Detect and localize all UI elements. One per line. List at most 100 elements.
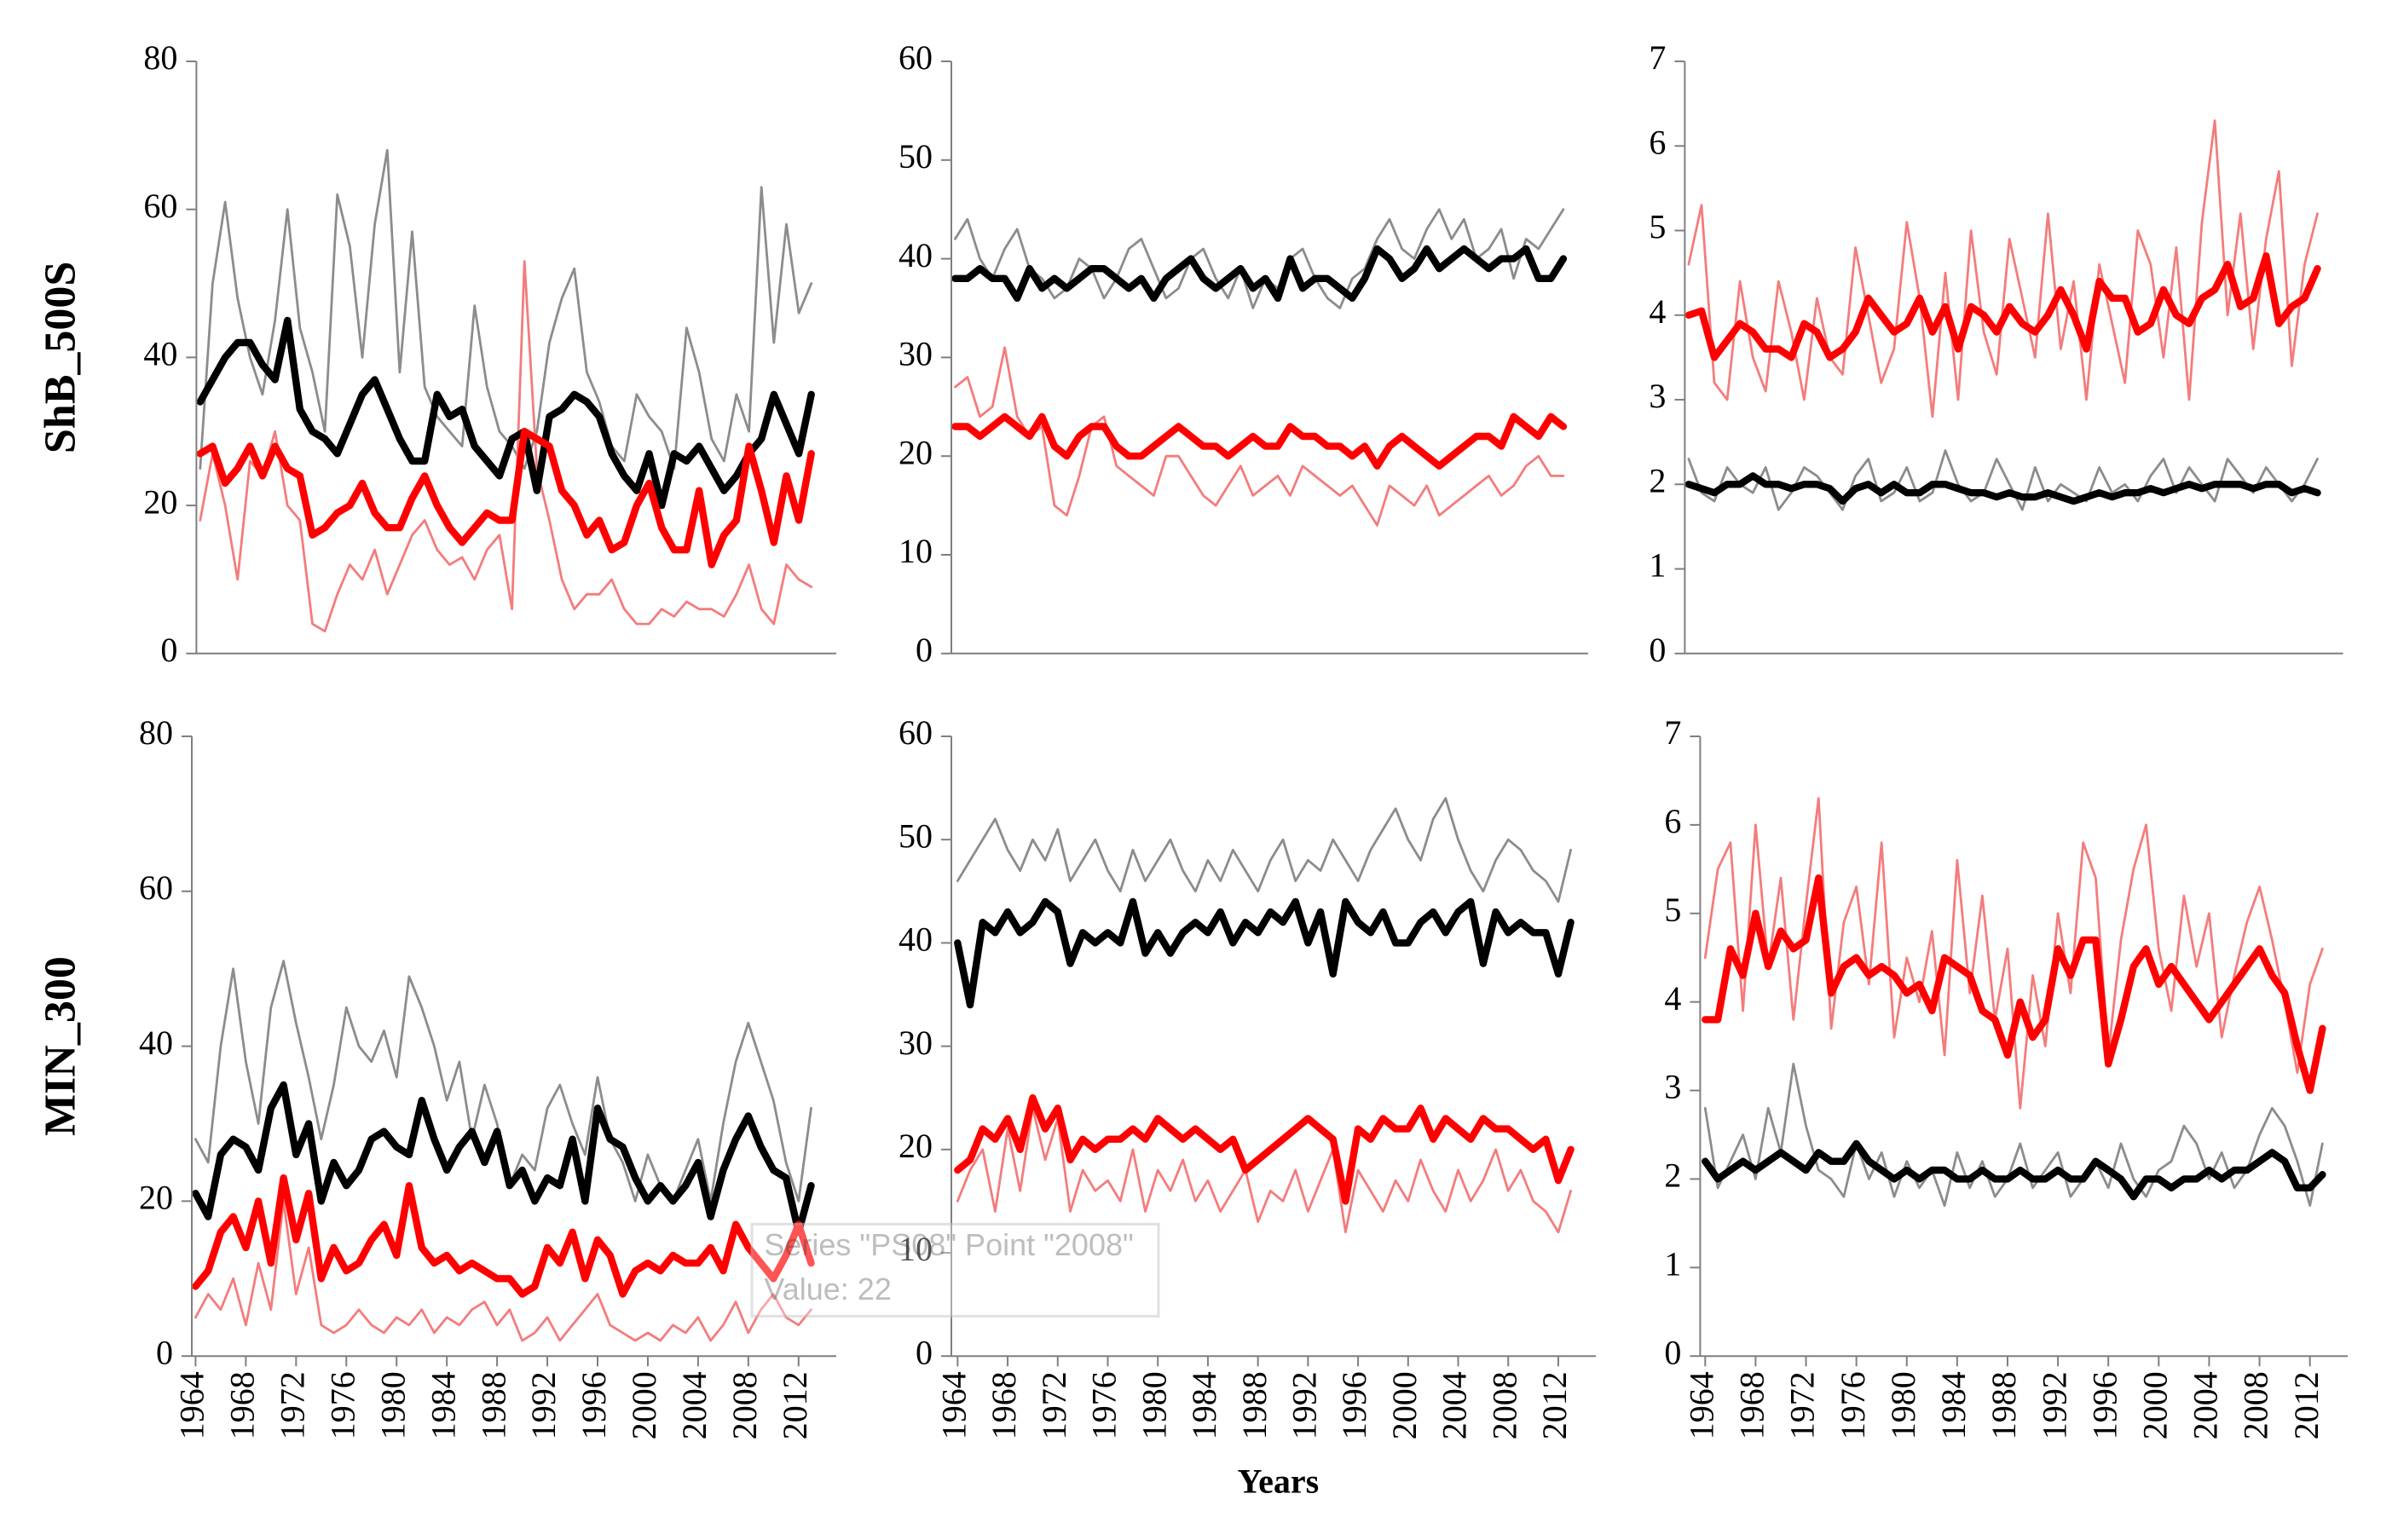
x-tick-label: 2000 (2135, 1371, 2174, 1439)
y-tick-label: 5 (1664, 891, 1681, 929)
x-axis-label: Years (1238, 1462, 1320, 1501)
series-line (192, 1174, 815, 1298)
tooltip-text: Value: 22 (764, 1272, 891, 1306)
series-line (956, 1106, 1572, 1234)
y-tick-label: 20 (899, 433, 933, 471)
x-tick-label: 2012 (1535, 1371, 1574, 1439)
x-tick-label: 1984 (424, 1371, 462, 1439)
y-tick-label: 0 (1664, 1333, 1681, 1371)
x-tick-label: 2000 (1385, 1371, 1424, 1439)
x-tick-label: 1968 (985, 1371, 1023, 1439)
series-line (1703, 1063, 2324, 1207)
y-tick-label: 0 (916, 631, 933, 669)
x-tick-label: 2012 (2287, 1371, 2326, 1439)
tooltip: Series "PS08" Point "2008" Value: 22 (750, 1222, 1160, 1318)
x-tick-label: 1972 (1035, 1371, 1073, 1439)
series-line (199, 260, 813, 633)
y-tick-label: 50 (899, 816, 933, 855)
series-line (1684, 472, 2321, 505)
series-line (196, 428, 815, 568)
y-tick-label: 40 (139, 1024, 173, 1062)
x-tick-label: 2004 (1436, 1371, 1474, 1439)
series-line (1702, 1139, 2326, 1201)
x-tick-label: 1980 (1135, 1371, 1173, 1439)
y-tick-label: 6 (1649, 123, 1666, 161)
x-tick-label: 2008 (2237, 1371, 2275, 1439)
x-tick-label: 1996 (2085, 1371, 2124, 1439)
x-tick-label: 1996 (1335, 1371, 1373, 1439)
y-tick-label: 5 (1649, 208, 1666, 246)
series-line (954, 346, 1565, 527)
x-tick-label: 2004 (2187, 1371, 2225, 1439)
x-tick-label: 1968 (1733, 1371, 1771, 1439)
x-tick-label: 1988 (1985, 1371, 2023, 1439)
x-tick-label: 1984 (1934, 1371, 1973, 1439)
y-tick-label: 40 (899, 920, 933, 959)
x-tick-label: 1996 (575, 1371, 613, 1439)
x-tick-label: 1972 (273, 1371, 311, 1439)
y-tick-label: 20 (139, 1179, 173, 1217)
y-tick-label: 2 (1664, 1156, 1681, 1195)
series-line (1703, 797, 2324, 1110)
y-tick-label: 0 (1649, 631, 1666, 669)
y-tick-label: 3 (1664, 1068, 1681, 1106)
y-tick-label: 50 (899, 137, 933, 176)
x-tick-label: 1968 (223, 1371, 262, 1439)
x-tick-label: 1984 (1185, 1371, 1223, 1439)
y-tick-label: 7 (1664, 713, 1681, 752)
y-tick-label: 20 (143, 482, 177, 521)
y-tick-label: 1 (1664, 1244, 1681, 1283)
x-tick-label: 1972 (1783, 1371, 1822, 1439)
y-tick-label: 10 (899, 1230, 933, 1268)
y-tick-label: 10 (899, 532, 933, 570)
x-tick-label: 1992 (1286, 1371, 1324, 1439)
x-tick-label: 1988 (1235, 1371, 1274, 1439)
y-tick-label: 0 (160, 631, 177, 669)
y-tick-label: 60 (139, 868, 173, 907)
x-tick-label: 1980 (1884, 1371, 1922, 1439)
y-tick-label: 20 (899, 1127, 933, 1165)
x-tick-label: 1976 (323, 1371, 361, 1439)
series-line (194, 1200, 812, 1342)
y-tick-label: 60 (899, 713, 933, 752)
series-line (951, 412, 1568, 470)
y-tick-label: 0 (156, 1333, 173, 1371)
x-tick-label: 2004 (675, 1371, 714, 1439)
series-line (1684, 252, 2321, 361)
series-line (954, 1094, 1575, 1205)
y-tick-label: 30 (899, 335, 933, 373)
x-tick-label: 1976 (1085, 1371, 1124, 1439)
series-line (199, 148, 813, 470)
y-tick-label: 3 (1649, 377, 1666, 415)
x-tick-label: 1976 (1834, 1371, 1872, 1439)
series-line (192, 1081, 815, 1236)
y-tick-label: 6 (1664, 802, 1681, 840)
x-tick-label: 1992 (2035, 1371, 2073, 1439)
x-tick-label: 2000 (625, 1371, 663, 1439)
series-line (951, 245, 1568, 303)
y-tick-label: 80 (139, 713, 173, 752)
x-tick-label: 2012 (776, 1371, 814, 1439)
y-tick-label: 60 (899, 38, 933, 77)
y-tick-label: 0 (916, 1333, 933, 1371)
series-line (1687, 449, 2319, 511)
y-tick-label: 30 (899, 1024, 933, 1062)
y-tick-label: 4 (1649, 292, 1666, 331)
x-tick-label: 2008 (1485, 1371, 1523, 1439)
x-tick-label: 1988 (474, 1371, 512, 1439)
y-axis-label: ShB_500S (37, 262, 85, 453)
x-tick-label: 1980 (373, 1371, 412, 1439)
y-tick-label: 1 (1649, 546, 1666, 585)
x-tick-label: 1964 (1682, 1371, 1720, 1439)
y-tick-label: 4 (1664, 979, 1681, 1018)
y-tick-label: 7 (1649, 38, 1666, 77)
y-tick-label: 40 (143, 335, 177, 373)
y-tick-label: 40 (899, 236, 933, 274)
x-tick-label: 1964 (173, 1371, 211, 1439)
x-tick-label: 2008 (725, 1371, 764, 1439)
series-line (1702, 874, 2326, 1094)
y-tick-label: 60 (143, 187, 177, 225)
series-line (956, 797, 1572, 903)
